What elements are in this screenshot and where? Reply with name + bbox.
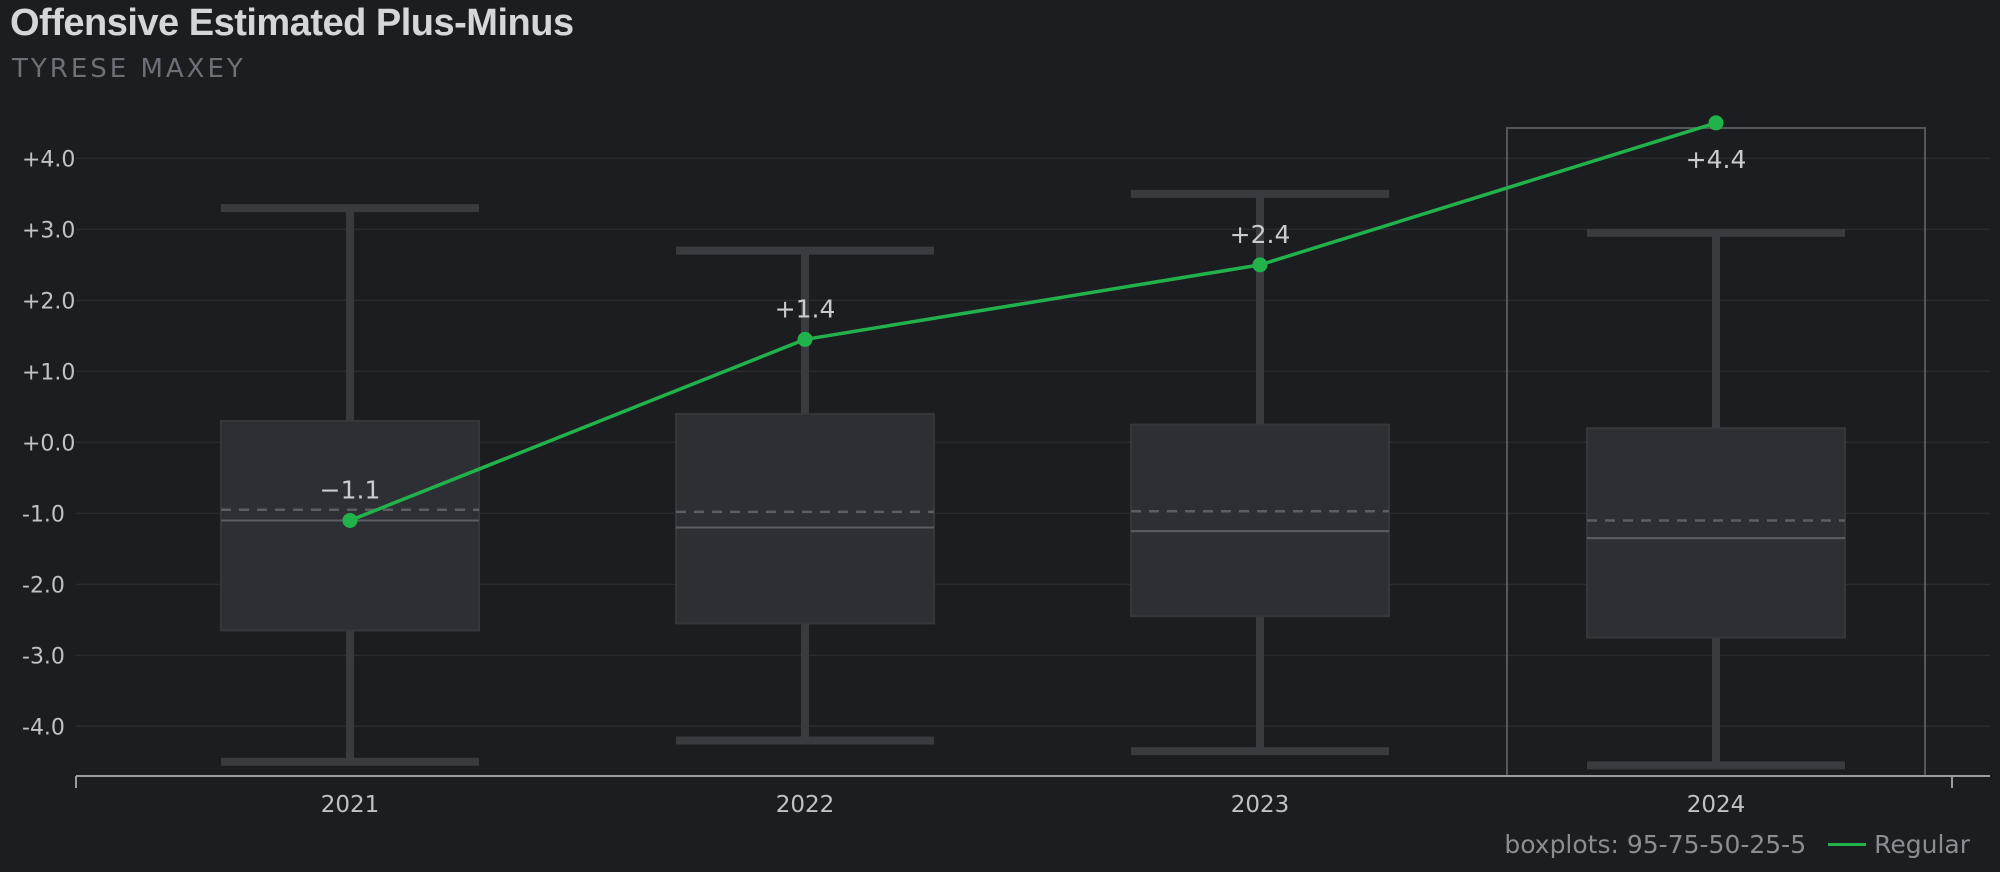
legend: boxplots: 95-75-50-25-5 Regular [1504,830,1970,859]
legend-swatch-regular [1828,843,1867,846]
series-layer: −1.1 +1.4 +2.4 +4.4 [320,115,1747,528]
x-tick-label: 2021 [321,792,380,818]
box-iqr [675,412,935,625]
y-tick-label: +3.0 [22,218,75,243]
boxplot-2021 [220,204,480,766]
legend-series-label: Regular [1874,830,1970,859]
y-tick-label: +0.0 [22,431,75,456]
y-tick-label: +1.0 [22,360,75,385]
boxplot-layer [220,127,1926,777]
data-point [342,512,358,528]
chart-subtitle: TYRESE MAXEY [12,54,246,84]
y-tick-label: -2.0 [22,573,65,598]
y-tick-label: -3.0 [22,644,65,669]
x-tick-label: 2022 [776,792,835,818]
y-tick-label: -1.0 [22,502,65,527]
boxplot-2024 [1586,228,1846,770]
data-point [1708,115,1724,131]
data-label: +2.4 [1230,220,1291,249]
data-label: −1.1 [320,475,381,504]
axis-layer: +4.0 +3.0 +2.0 +1.0 +0.0 -1.0 -2.0 -3.0 -4.0 2021… [22,147,1990,818]
boxplot-2023 [1130,189,1390,756]
boxplot-2022 [675,246,935,745]
data-point [1252,257,1268,273]
x-tick-label: 2023 [1231,792,1290,818]
chart-title: Offensive Estimated Plus-Minus [10,2,574,44]
box-iqr [1586,427,1846,639]
box-iqr [1130,423,1390,618]
y-tick-label: +4.0 [22,147,75,172]
series-line-regular [349,121,1717,523]
data-label: +1.4 [775,294,836,323]
y-tick-label: -4.0 [22,715,65,740]
data-label: +4.4 [1686,145,1747,174]
y-tick-label: +2.0 [22,289,75,314]
data-point [797,331,813,347]
legend-boxplot-note: boxplots: 95-75-50-25-5 [1504,830,1807,859]
x-tick-label: 2024 [1687,792,1746,818]
